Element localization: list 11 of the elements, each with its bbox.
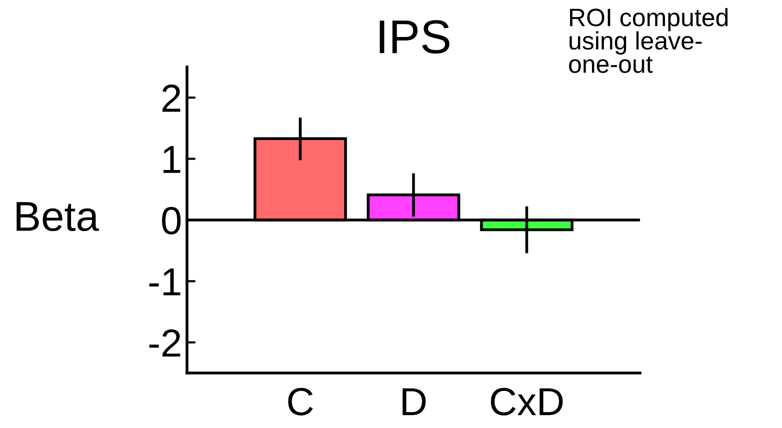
y-tick-label: 1 [163, 146, 180, 173]
annotation: ROI computed using leave- one-out [569, 8, 728, 73]
x-tick-label: D [402, 388, 426, 416]
y-tick-label: 2 [162, 84, 180, 112]
y-axis-title: Beta [16, 202, 99, 232]
x-tick-label: C [288, 388, 313, 416]
y-tick-label: -1 [149, 268, 180, 296]
y-tick-label: -2 [149, 329, 180, 356]
chart-title: IPS [380, 20, 450, 54]
x-tick-label: CxD [490, 388, 563, 416]
y-tick-label: 0 [162, 206, 181, 234]
